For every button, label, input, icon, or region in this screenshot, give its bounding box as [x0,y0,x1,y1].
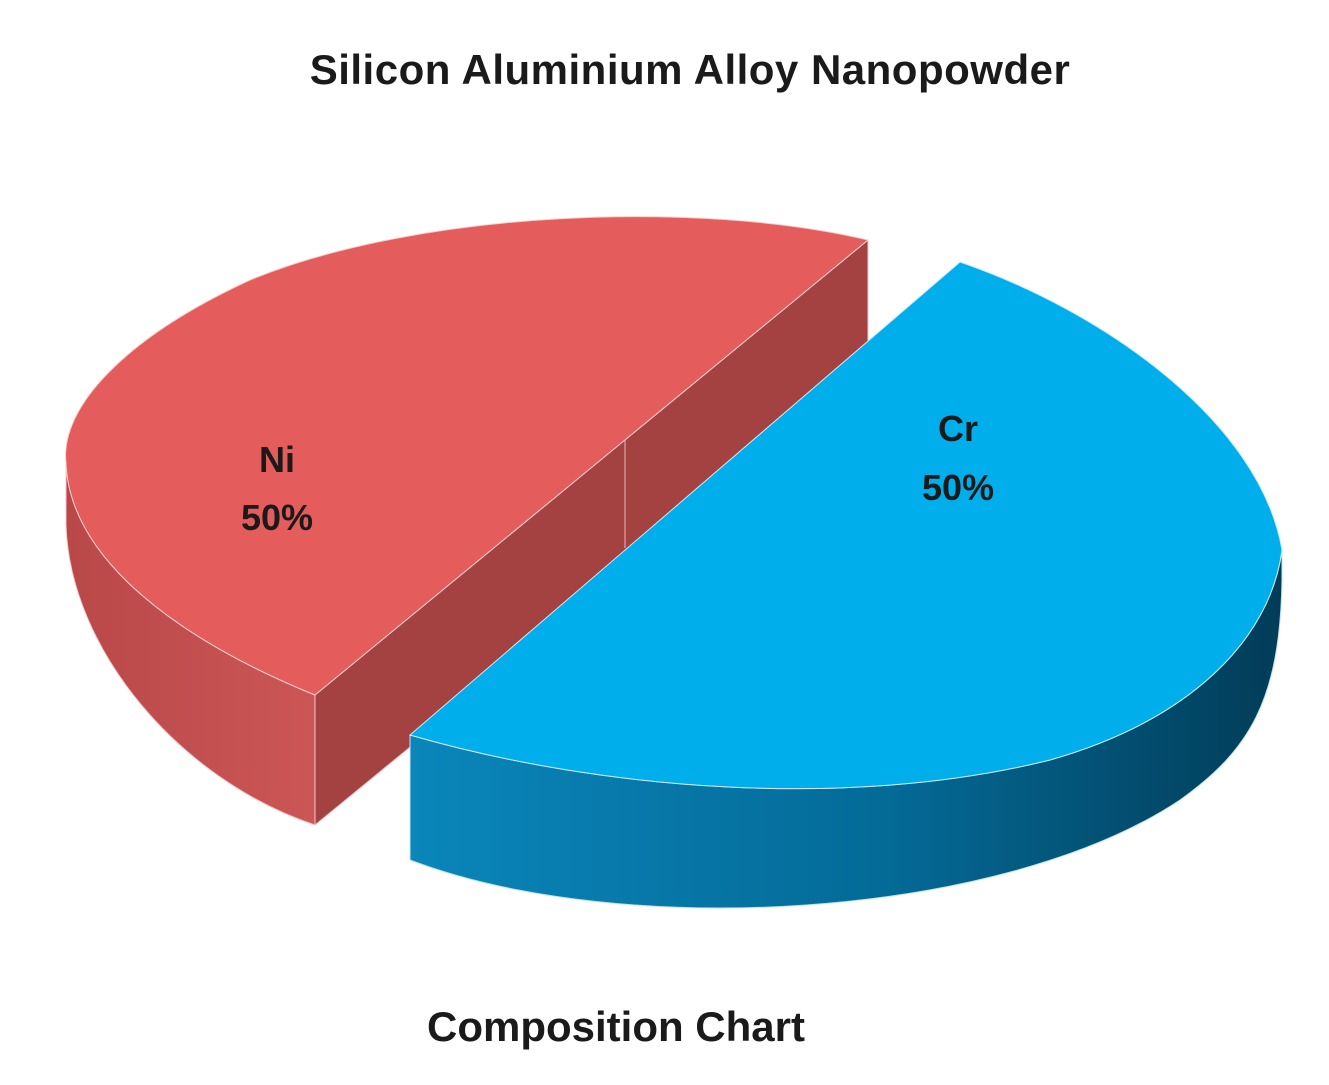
cr-value-label: 50% [922,467,994,508]
chart-footer: Composition Chart [427,1003,805,1050]
chart-title: Silicon Aluminium Alloy Nanopowder [309,46,1071,93]
ni-value-label: 50% [241,497,313,538]
ni-category-label: Ni [259,439,295,480]
pie-slice-cr: Cr 50% [408,261,1283,909]
cr-category-label: Cr [938,408,978,449]
pie-slice-ni: Ni 50% [65,216,870,827]
ni-top-face [65,216,870,696]
cr-top-face [408,261,1283,790]
